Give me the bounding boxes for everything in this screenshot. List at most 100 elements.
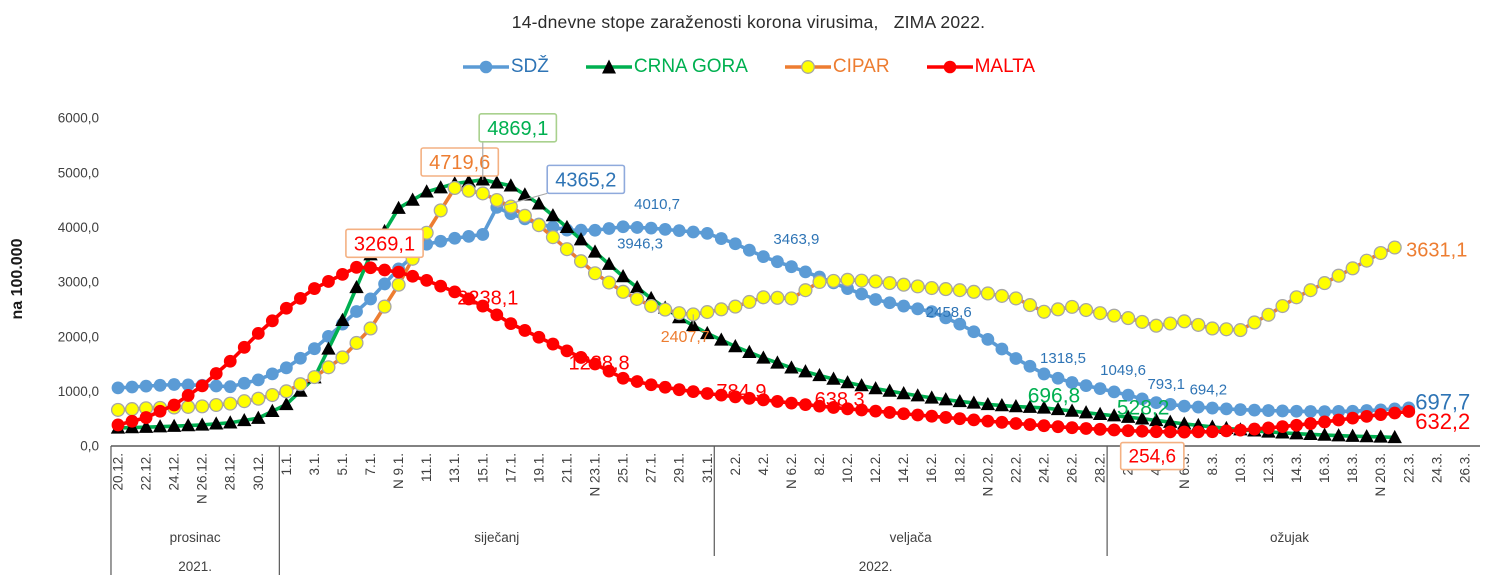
data-label-793-1: 793,1 bbox=[1147, 376, 1185, 393]
legend-marker-crna-gora bbox=[585, 59, 632, 74]
x-tick-label: 14.3. bbox=[1289, 453, 1304, 483]
svg-text:3463,9: 3463,9 bbox=[773, 231, 819, 248]
data-label-697-7: 697,7 bbox=[1415, 390, 1470, 415]
x-tick-label: 19.1. bbox=[531, 453, 546, 483]
svg-text:1049,6: 1049,6 bbox=[1100, 362, 1146, 379]
svg-text:4010,7: 4010,7 bbox=[634, 196, 680, 213]
x-tick-label: N 20.3. bbox=[1373, 453, 1388, 497]
data-label-3946-3: 3946,3 bbox=[617, 236, 663, 253]
x-tick-label: 11.1. bbox=[419, 453, 434, 482]
data-label-1238-8: 1238,8 bbox=[568, 352, 629, 374]
month-label-veljača: veljača bbox=[890, 530, 933, 545]
series-cipar bbox=[110, 180, 1402, 417]
x-tick-label: 7.1. bbox=[363, 453, 378, 476]
x-tick-label: 22.2. bbox=[1008, 453, 1023, 483]
svg-text:3946,3: 3946,3 bbox=[617, 236, 663, 253]
data-label-638-3: 638,3 bbox=[815, 389, 865, 411]
x-tick-label: 27.1. bbox=[644, 453, 659, 483]
x-tick-label: 20.12. bbox=[111, 453, 126, 491]
series-sdz bbox=[111, 200, 1416, 419]
x-tick-label: 31.1. bbox=[700, 453, 715, 483]
x-tick-label: 24.2. bbox=[1036, 453, 1051, 483]
x-tick-label: 13.1. bbox=[447, 453, 462, 483]
x-tick-label: 18.3. bbox=[1345, 453, 1360, 483]
legend-item-crna-gora: CRNA GORA bbox=[585, 56, 748, 78]
x-tick-label: 10.2. bbox=[840, 453, 855, 483]
x-tick-label: 1.1. bbox=[279, 453, 294, 476]
x-tick-label: 29.1. bbox=[672, 453, 687, 483]
data-label-694-2: 694,2 bbox=[1190, 381, 1228, 398]
y-tick-label: 5000,0 bbox=[58, 165, 99, 180]
x-tick-label: 24.12. bbox=[167, 453, 182, 491]
x-tick-label: 26.3. bbox=[1457, 453, 1472, 483]
data-label-528-2: 528,2 bbox=[1117, 396, 1170, 419]
svg-text:793,1: 793,1 bbox=[1147, 376, 1185, 393]
x-tick-label: 14.2. bbox=[896, 453, 911, 483]
x-tick-label: 24.3. bbox=[1429, 453, 1444, 483]
svg-text:3631,1: 3631,1 bbox=[1406, 239, 1467, 261]
x-tick-label: N 26.12. bbox=[195, 453, 210, 504]
x-tick-label: 4.2. bbox=[756, 453, 771, 476]
legend-label: CIPAR bbox=[832, 56, 890, 77]
series-markers-sdz bbox=[111, 200, 1416, 419]
svg-text:254,6: 254,6 bbox=[1129, 447, 1177, 468]
data-label-2458-6: 2458,6 bbox=[926, 304, 972, 321]
x-tick-label: 28.2. bbox=[1093, 453, 1108, 483]
x-tick-label: 21.1. bbox=[559, 453, 574, 483]
x-tick-label: N 9.1. bbox=[391, 453, 406, 489]
svg-text:632,2: 632,2 bbox=[1415, 409, 1470, 434]
svg-text:696,8: 696,8 bbox=[1028, 384, 1081, 407]
x-tick-label: 30.12. bbox=[251, 453, 266, 491]
x-tick-label: 16.2. bbox=[924, 453, 939, 483]
svg-text:2238,1: 2238,1 bbox=[457, 288, 518, 310]
month-label-siječanj: siječanj bbox=[474, 530, 519, 545]
y-tick-label: 2000,0 bbox=[58, 329, 99, 344]
legend-item-sdz: SDŽ bbox=[462, 56, 549, 78]
legend-marker-sdz bbox=[462, 60, 509, 74]
data-label-3463-9: 3463,9 bbox=[773, 231, 819, 248]
svg-text:1318,5: 1318,5 bbox=[1040, 350, 1086, 367]
legend-item-cipar: CIPAR bbox=[784, 56, 890, 78]
svg-text:4719,6: 4719,6 bbox=[429, 152, 490, 174]
y-tick-label: 0,0 bbox=[80, 439, 99, 454]
x-tick-label: 18.2. bbox=[952, 453, 967, 483]
x-tick-label: 28.12. bbox=[223, 453, 238, 491]
y-tick-label: 3000,0 bbox=[58, 275, 99, 290]
x-tick-label: 5.1. bbox=[335, 453, 350, 476]
y-tick-label: 4000,0 bbox=[58, 220, 99, 235]
x-tick-label: N 6.2. bbox=[784, 453, 799, 489]
x-tick-label: 25.1. bbox=[616, 453, 631, 483]
month-label-prosinac: prosinac bbox=[170, 530, 221, 545]
legend-label: SDŽ bbox=[510, 56, 549, 77]
data-label-254-6: 254,6 bbox=[1119, 441, 1185, 471]
y-tick-label: 6000,0 bbox=[58, 111, 99, 126]
data-label-632-2: 632,2 bbox=[1415, 409, 1470, 434]
svg-text:697,7: 697,7 bbox=[1415, 390, 1470, 415]
series-markers-malta bbox=[111, 260, 1416, 439]
year-label: 2021. bbox=[178, 559, 212, 574]
x-tick-label: 3.1. bbox=[307, 453, 322, 476]
month-label-ožujak: ožujak bbox=[1270, 530, 1309, 545]
x-tick-label: 12.2. bbox=[868, 453, 883, 483]
x-tick-label: 22.12. bbox=[139, 453, 154, 491]
x-tick-label: 17.1. bbox=[503, 453, 518, 483]
svg-text:638,3: 638,3 bbox=[815, 389, 865, 411]
x-tick-label: 8.3. bbox=[1205, 453, 1220, 476]
svg-text:784,9: 784,9 bbox=[716, 381, 766, 403]
svg-text:4869,1: 4869,1 bbox=[487, 118, 548, 140]
legend-marker-malta bbox=[926, 60, 973, 74]
x-tick-label: 15.1. bbox=[475, 453, 490, 483]
data-label-3269-1: 3269,1 bbox=[345, 228, 424, 259]
svg-text:3269,1: 3269,1 bbox=[354, 233, 415, 255]
svg-text:2458,6: 2458,6 bbox=[926, 304, 972, 321]
chart-title: 14-dnevne stope zaraženosti korona virus… bbox=[511, 12, 986, 32]
data-label-4869-1: 4869,1 bbox=[478, 113, 558, 180]
data-label-4719-6: 4719,6 bbox=[420, 147, 500, 177]
data-label-4365-2: 4365,2 bbox=[496, 164, 626, 208]
x-tick-label: 12.3. bbox=[1261, 453, 1276, 483]
x-tick-label: 26.2. bbox=[1065, 453, 1080, 483]
x-tick-label: 16.3. bbox=[1317, 453, 1332, 483]
data-label-2407-7: 2407,7 bbox=[661, 314, 710, 346]
